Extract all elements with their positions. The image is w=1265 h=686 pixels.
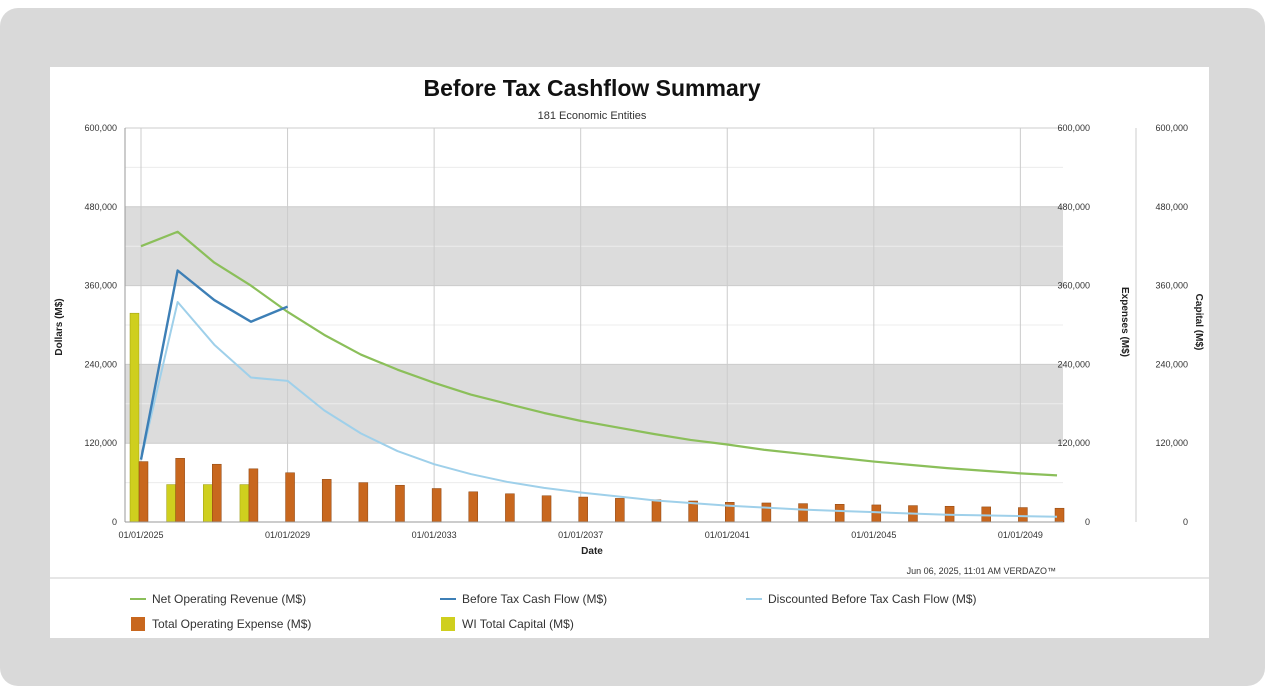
bar-total-operating-expense	[541, 495, 552, 523]
legend-label: Net Operating Revenue (M$)	[152, 592, 306, 606]
bar-total-operating-expense	[651, 499, 662, 523]
bar-total-operating-expense	[871, 504, 882, 523]
x-tick-label: 01/01/2037	[558, 530, 603, 540]
chart-footer: Jun 06, 2025, 11:01 AM VERDAZO™	[907, 566, 1056, 576]
y-tick-label-left: 600,000	[84, 123, 117, 133]
y-tick-label-capital: 480,000	[1155, 202, 1188, 212]
bar-total-operating-expense	[321, 479, 332, 523]
line-before-tax-cash-flow	[139, 269, 289, 460]
x-axis-label: Date	[581, 546, 603, 557]
y-tick-label-capital: 600,000	[1155, 123, 1188, 133]
chart-title: Before Tax Cashflow Summary	[423, 75, 760, 101]
bar-total-operating-expense	[834, 504, 845, 523]
y-tick-label-capital: 0	[1183, 517, 1188, 527]
bar-total-operating-expense	[468, 491, 479, 523]
chart-panel: Before Tax Cashflow Summary 181 Economic…	[50, 67, 1209, 638]
bar-series	[129, 312, 1065, 523]
legend-label: WI Total Capital (M$)	[462, 617, 574, 631]
chart-legend: Net Operating Revenue (M$) Before Tax Cas…	[130, 592, 977, 631]
y-tick-label-left: 0	[112, 517, 117, 527]
y-tick-label-capital: 360,000	[1155, 281, 1188, 291]
chart-subtitle: 181 Economic Entities	[538, 110, 647, 122]
bar-total-operating-expense	[1018, 507, 1028, 523]
y-tick-label-capital: 240,000	[1155, 359, 1188, 369]
y-tick-label-left: 480,000	[84, 202, 117, 212]
y-tick-label-expenses: 120,000	[1057, 438, 1090, 448]
legend-swatch	[441, 617, 455, 631]
bar-total-operating-expense	[285, 472, 295, 523]
x-tick-label: 01/01/2041	[705, 530, 750, 540]
x-tick-label: 01/01/2033	[412, 530, 457, 540]
y-tick-label-expenses: 600,000	[1057, 123, 1090, 133]
bar-wi-total-capital	[203, 484, 213, 523]
bar-total-operating-expense	[395, 484, 405, 523]
legend-label: Discounted Before Tax Cash Flow (M$)	[768, 592, 977, 606]
x-tick-label: 01/01/2049	[998, 530, 1043, 540]
y-tick-label-expenses: 480,000	[1057, 202, 1090, 212]
bar-wi-total-capital	[166, 484, 176, 523]
legend-label: Before Tax Cash Flow (M$)	[462, 592, 607, 606]
legend-swatch	[131, 617, 145, 631]
plot-grid	[125, 127, 1063, 523]
y-tick-label-left: 240,000	[84, 359, 117, 369]
bar-total-operating-expense	[761, 502, 772, 523]
bar-total-operating-expense	[212, 463, 222, 523]
bar-total-operating-expense	[138, 461, 149, 523]
y-tick-label-left: 360,000	[84, 281, 117, 291]
plot-axes: 0 0 0 120,000 120,000 120,000 240,000 240,000 24…	[84, 123, 1188, 540]
line-series	[139, 230, 1058, 518]
y-tick-label-expenses: 360,000	[1057, 281, 1090, 291]
bar-total-operating-expense	[431, 488, 442, 523]
bar-wi-total-capital	[129, 312, 140, 523]
line-discounted-before-tax-cash-flow	[140, 301, 1058, 518]
bar-total-operating-expense	[248, 468, 259, 523]
bar-total-operating-expense	[505, 493, 515, 523]
y-tick-label-expenses: 0	[1085, 517, 1090, 527]
screenshot-frame: Before Tax Cashflow Summary 181 Economic…	[0, 8, 1265, 686]
bar-total-operating-expense	[798, 503, 808, 523]
y-tick-label-capital: 120,000	[1155, 438, 1188, 448]
y-axis-label-capital: Capital (M$)	[1193, 294, 1204, 351]
bar-total-operating-expense	[578, 496, 588, 523]
bar-total-operating-expense	[358, 482, 369, 523]
bar-total-operating-expense	[175, 458, 185, 523]
x-tick-label: 01/01/2045	[851, 530, 896, 540]
y-tick-label-left: 120,000	[84, 438, 117, 448]
y-axis-label-left: Dollars (M$)	[54, 298, 65, 355]
legend-label: Total Operating Expense (M$)	[152, 617, 311, 631]
line-net-operating-revenue	[140, 230, 1058, 477]
bar-total-operating-expense	[1054, 507, 1065, 523]
y-tick-label-expenses: 240,000	[1057, 359, 1090, 369]
bar-wi-total-capital	[239, 484, 250, 523]
bar-total-operating-expense	[615, 498, 625, 523]
y-axis-label-expenses: Expenses (M$)	[1119, 287, 1130, 357]
x-tick-label: 01/01/2029	[265, 530, 310, 540]
x-tick-label: 01/01/2025	[118, 530, 163, 540]
cashflow-chart: Before Tax Cashflow Summary 181 Economic…	[50, 75, 1209, 631]
